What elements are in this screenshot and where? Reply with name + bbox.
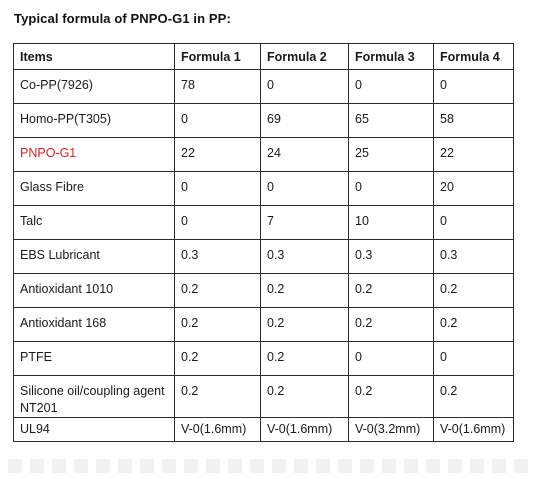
value-cell: 0.2 (348, 375, 434, 418)
value-cell: 0.2 (260, 307, 349, 342)
value-cell: 0 (433, 341, 514, 376)
value-cell: 0 (433, 69, 514, 104)
page-title: Typical formula of PNPO-G1 in PP: (14, 11, 231, 26)
item-name-cell: PTFE (13, 341, 175, 376)
column-header-formula-2: Formula 2 (260, 43, 349, 70)
value-cell: 0 (433, 205, 514, 240)
value-cell: 0 (174, 205, 261, 240)
value-cell: 25 (348, 137, 434, 172)
item-name-cell: Antioxidant 1010 (13, 273, 175, 308)
bottom-crop-artifact (8, 459, 528, 473)
value-cell: 0.3 (260, 239, 349, 274)
value-cell: 0.2 (348, 307, 434, 342)
value-cell: 0.2 (260, 375, 349, 418)
value-cell: 0.2 (174, 375, 261, 418)
table-row: UL94 V-0(1.6mm) V-0(1.6mm) V-0(3.2mm) V-… (13, 417, 514, 442)
value-cell: 0.2 (260, 341, 349, 376)
value-cell: 0.2 (433, 307, 514, 342)
table-header-row: Items Formula 1 Formula 2 Formula 3 Form… (13, 43, 514, 70)
value-cell: 20 (433, 171, 514, 206)
value-cell: 24 (260, 137, 349, 172)
value-cell: 0 (174, 171, 261, 206)
value-cell: 0.2 (260, 273, 349, 308)
item-name-cell: Talc (13, 205, 175, 240)
column-header-formula-1: Formula 1 (174, 43, 261, 70)
value-cell: 0.3 (348, 239, 434, 274)
value-cell: 0 (348, 69, 434, 104)
value-cell: V-0(1.6mm) (433, 417, 514, 442)
value-cell: 7 (260, 205, 349, 240)
table-row: EBS Lubricant 0.3 0.3 0.3 0.3 (13, 239, 514, 274)
value-cell: 0.2 (174, 273, 261, 308)
item-name-cell: UL94 (13, 417, 175, 442)
table-row: Antioxidant 168 0.2 0.2 0.2 0.2 (13, 307, 514, 342)
value-cell: 10 (348, 205, 434, 240)
table-row: PTFE 0.2 0.2 0 0 (13, 341, 514, 376)
value-cell: 0.2 (348, 273, 434, 308)
value-cell: 0 (260, 171, 349, 206)
value-cell: 22 (174, 137, 261, 172)
item-name-cell: Glass Fibre (13, 171, 175, 206)
value-cell: 0.2 (433, 273, 514, 308)
value-cell: V-0(1.6mm) (174, 417, 261, 442)
value-cell: V-0(1.6mm) (260, 417, 349, 442)
value-cell: 0.2 (174, 307, 261, 342)
value-cell: 65 (348, 103, 434, 138)
value-cell: 0 (174, 103, 261, 138)
table-row: Silicone oil/coupling agent NT201 0.2 0.… (13, 375, 514, 418)
value-cell: 22 (433, 137, 514, 172)
value-cell: 0.3 (433, 239, 514, 274)
table-row: Homo-PP(T305) 0 69 65 58 (13, 103, 514, 138)
table-row: Co-PP(7926) 78 0 0 0 (13, 69, 514, 104)
item-name-cell: Co-PP(7926) (13, 69, 175, 104)
value-cell: 69 (260, 103, 349, 138)
value-cell: 0 (348, 341, 434, 376)
column-header-formula-3: Formula 3 (348, 43, 434, 70)
value-cell: 0.2 (174, 341, 261, 376)
item-name-cell: Antioxidant 168 (13, 307, 175, 342)
value-cell: 0.2 (433, 375, 514, 418)
value-cell: 0 (260, 69, 349, 104)
column-header-items: Items (13, 43, 175, 70)
value-cell: 0.3 (174, 239, 261, 274)
value-cell: V-0(3.2mm) (348, 417, 434, 442)
table-row: PNPO-G1 22 24 25 22 (13, 137, 514, 172)
table-row: Talc 0 7 10 0 (13, 205, 514, 240)
item-name-cell-highlighted: PNPO-G1 (13, 137, 175, 172)
item-name-cell: Homo-PP(T305) (13, 103, 175, 138)
column-header-formula-4: Formula 4 (433, 43, 514, 70)
table-row: Glass Fibre 0 0 0 20 (13, 171, 514, 206)
value-cell: 58 (433, 103, 514, 138)
table-row: Antioxidant 1010 0.2 0.2 0.2 0.2 (13, 273, 514, 308)
item-name-cell: Silicone oil/coupling agent NT201 (13, 375, 175, 418)
item-name-cell: EBS Lubricant (13, 239, 175, 274)
value-cell: 0 (348, 171, 434, 206)
value-cell: 78 (174, 69, 261, 104)
formula-table: Items Formula 1 Formula 2 Formula 3 Form… (13, 43, 514, 442)
